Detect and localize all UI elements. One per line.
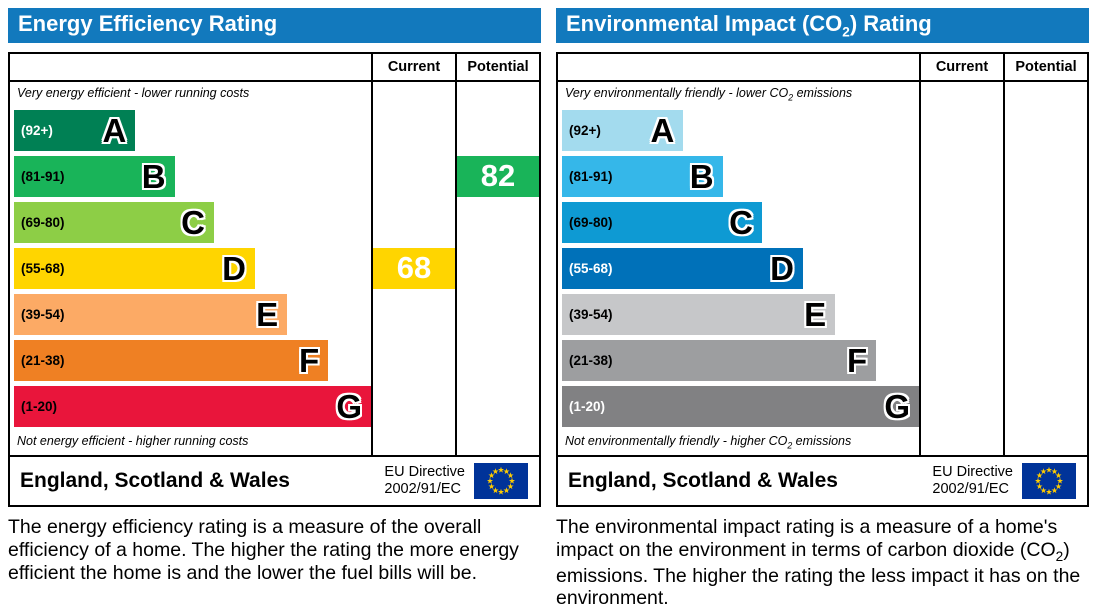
band-row-d: (55-68) D 68 bbox=[10, 245, 539, 291]
potential-rating-value: 82 bbox=[457, 155, 539, 197]
band-row-a: (92+) A bbox=[558, 107, 1087, 153]
band-row-g: (1-20) G bbox=[558, 383, 1087, 429]
band-range-label: (39-54) bbox=[21, 306, 65, 322]
environmental-impact-panel: Environmental Impact (CO2) Rating Curren… bbox=[556, 8, 1089, 610]
band-bar-a: (92+) A bbox=[562, 109, 684, 151]
band-letter: A bbox=[102, 111, 127, 149]
energy-rating-chart: Current Potential Very energy efficient … bbox=[8, 52, 541, 457]
band-bar-g: (1-20) G bbox=[562, 385, 919, 427]
band-range-label: (92+) bbox=[21, 122, 53, 138]
band-letter: F bbox=[846, 341, 868, 379]
band-row-e: (39-54) E bbox=[10, 291, 539, 337]
band-row-b: (81-91) B 82 bbox=[10, 153, 539, 199]
band-letter: E bbox=[256, 295, 279, 333]
band-row-c: (69-80) C bbox=[10, 199, 539, 245]
band-letter: B bbox=[141, 157, 166, 195]
band-range-label: (39-54) bbox=[569, 306, 613, 322]
band-range-label: (55-68) bbox=[569, 260, 613, 276]
band-range-label: (69-80) bbox=[569, 214, 613, 230]
band-row-c: (69-80) C bbox=[558, 199, 1087, 245]
environmental-footer: England, Scotland & Wales EU Directive 2… bbox=[556, 455, 1089, 507]
band-row-g: (1-20) G bbox=[10, 383, 539, 429]
current-rating-value: 68 bbox=[373, 247, 455, 289]
band-row-d: (55-68) D bbox=[558, 245, 1087, 291]
top-note-row: Very environmentally friendly - lower CO… bbox=[558, 82, 1087, 107]
band-range-label: (69-80) bbox=[21, 214, 65, 230]
band-letter: B bbox=[689, 157, 714, 195]
band-row-f: (21-38) F bbox=[10, 337, 539, 383]
potential-column-header: Potential bbox=[455, 54, 539, 80]
potential-column-header: Potential bbox=[1003, 54, 1087, 80]
top-note-row: Very energy efficient - lower running co… bbox=[10, 82, 539, 107]
band-letter: F bbox=[298, 341, 320, 379]
column-header-row: Current Potential bbox=[10, 54, 539, 82]
energy-footer: England, Scotland & Wales EU Directive 2… bbox=[8, 455, 541, 507]
region-label: England, Scotland & Wales bbox=[20, 469, 290, 492]
band-row-a: (92+) A bbox=[10, 107, 539, 153]
band-letter: G bbox=[884, 387, 910, 425]
environmental-description: The environmental impact rating is a mea… bbox=[556, 516, 1081, 610]
band-row-e: (39-54) E bbox=[558, 291, 1087, 337]
band-letter: D bbox=[770, 249, 794, 287]
band-letter: A bbox=[650, 111, 675, 149]
band-bar-d: (55-68) D bbox=[14, 247, 255, 289]
band-range-label: (92+) bbox=[569, 122, 601, 138]
band-bar-f: (21-38) F bbox=[562, 339, 877, 381]
band-letter: C bbox=[181, 203, 205, 241]
current-column-header: Current bbox=[371, 54, 455, 80]
band-bar-a: (92+) A bbox=[14, 109, 136, 151]
band-bar-d: (55-68) D bbox=[562, 247, 803, 289]
band-bar-e: (39-54) E bbox=[562, 293, 836, 335]
band-range-label: (81-91) bbox=[21, 168, 65, 184]
bottom-note: Not environmentally friendly - higher CO… bbox=[565, 433, 852, 451]
eu-directive-label: EU Directive 2002/91/EC bbox=[384, 463, 465, 497]
band-letter: C bbox=[729, 203, 753, 241]
band-range-label: (1-20) bbox=[569, 398, 606, 414]
band-bar-f: (21-38) F bbox=[14, 339, 329, 381]
eu-directive-label: EU Directive 2002/91/EC bbox=[932, 463, 1013, 497]
bottom-note-row: Not energy efficient - higher running co… bbox=[10, 429, 539, 455]
band-bar-c: (69-80) C bbox=[14, 201, 214, 243]
band-row-f: (21-38) F bbox=[558, 337, 1087, 383]
environmental-panel-title: Environmental Impact (CO2) Rating bbox=[556, 8, 1089, 43]
band-bar-e: (39-54) E bbox=[14, 293, 288, 335]
band-bar-b: (81-91) B bbox=[562, 155, 723, 197]
band-bar-c: (69-80) C bbox=[562, 201, 762, 243]
region-label: England, Scotland & Wales bbox=[568, 469, 838, 492]
band-range-label: (81-91) bbox=[569, 168, 613, 184]
bottom-note: Not energy efficient - higher running co… bbox=[17, 433, 249, 448]
band-letter: G bbox=[336, 387, 362, 425]
energy-efficiency-panel: Energy Efficiency Rating Current Potenti… bbox=[8, 8, 541, 610]
band-range-label: (55-68) bbox=[21, 260, 65, 276]
band-bar-b: (81-91) B bbox=[14, 155, 175, 197]
bottom-note-row: Not environmentally friendly - higher CO… bbox=[558, 429, 1087, 455]
band-letter: E bbox=[804, 295, 827, 333]
energy-panel-title: Energy Efficiency Rating bbox=[8, 8, 541, 43]
current-column-header: Current bbox=[919, 54, 1003, 80]
eu-flag-icon bbox=[474, 463, 528, 499]
environmental-rating-chart: Current Potential Very environmentally f… bbox=[556, 52, 1089, 457]
eu-flag-icon bbox=[1022, 463, 1076, 499]
band-letter: D bbox=[222, 249, 246, 287]
band-range-label: (21-38) bbox=[569, 352, 613, 368]
top-note: Very energy efficient - lower running co… bbox=[17, 86, 250, 101]
energy-description: The energy efficiency rating is a measur… bbox=[8, 516, 519, 584]
column-header-row: Current Potential bbox=[558, 54, 1087, 82]
band-range-label: (1-20) bbox=[21, 398, 58, 414]
band-row-b: (81-91) B bbox=[558, 153, 1087, 199]
top-note: Very environmentally friendly - lower CO… bbox=[565, 86, 853, 103]
band-range-label: (21-38) bbox=[21, 352, 65, 368]
band-bar-g: (1-20) G bbox=[14, 385, 371, 427]
